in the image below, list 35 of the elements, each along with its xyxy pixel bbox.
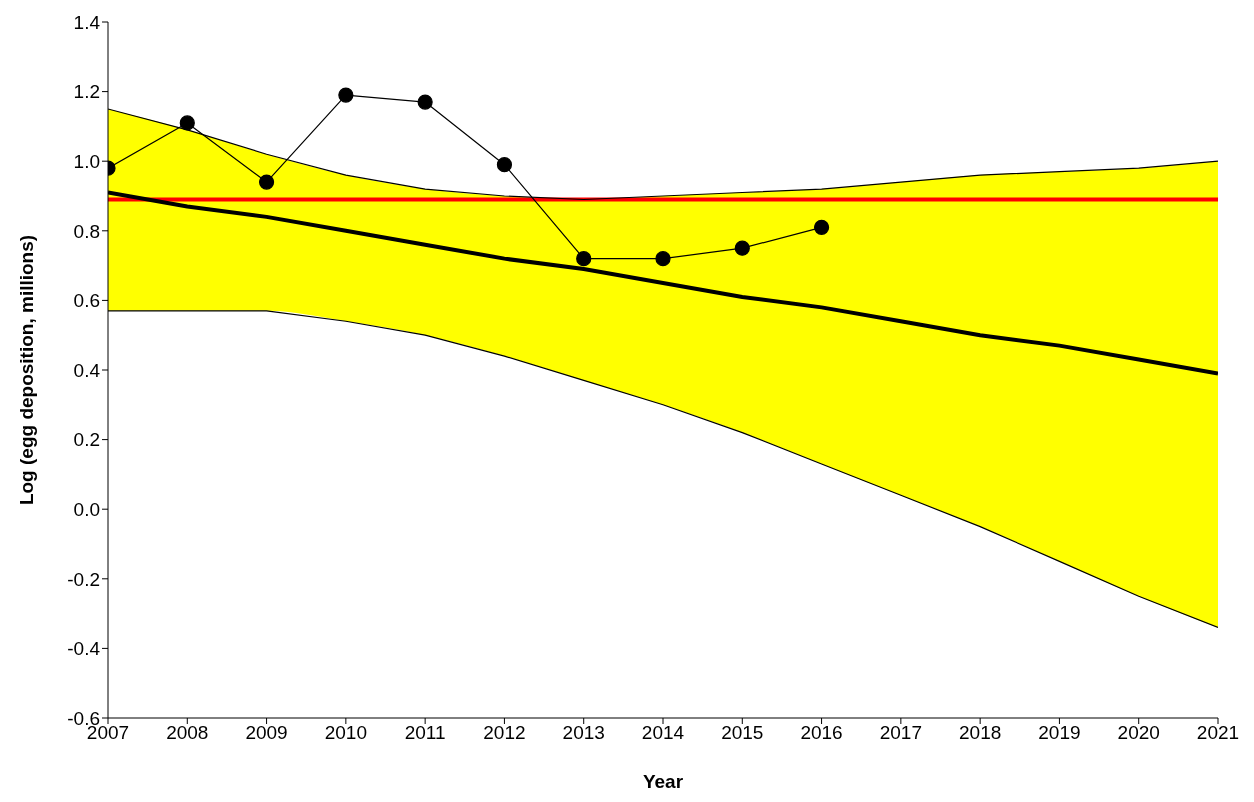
point — [417, 94, 433, 110]
x-tick-label: 2008 — [166, 722, 209, 744]
point — [338, 87, 354, 103]
x-tick-label: 2016 — [800, 722, 843, 744]
x-tick-label: 2019 — [1038, 722, 1081, 744]
y-tick-label: 0.0 — [73, 498, 100, 520]
x-axis-title: Year — [642, 771, 684, 792]
y-axis-title: Log (egg deposition, millions) — [15, 234, 37, 506]
x-tick-label: 2013 — [562, 722, 605, 744]
point — [576, 251, 592, 267]
point — [179, 115, 195, 131]
y-tick-label: 0.4 — [73, 359, 101, 381]
x-tick-label: 2017 — [879, 722, 922, 744]
point — [496, 157, 513, 173]
point — [813, 219, 830, 235]
point — [655, 251, 671, 267]
x-tick-label: 2014 — [641, 722, 685, 744]
x-tick-label: 2009 — [245, 722, 288, 744]
y-tick-label: 0.8 — [73, 220, 100, 242]
x-tick-label: 2018 — [959, 722, 1002, 744]
y-tick-label: 1.0 — [73, 150, 100, 172]
y-tick-label: 1.4 — [73, 11, 101, 33]
point — [734, 240, 750, 256]
y-tick-label: -0.2 — [67, 568, 100, 590]
x-tick-label: 2012 — [483, 722, 526, 744]
point — [258, 174, 275, 190]
y-tick-label: 0.2 — [73, 429, 100, 451]
x-tick-label: 2011 — [404, 722, 446, 744]
y-tick-label: -0.4 — [67, 638, 101, 660]
x-tick-label: 2021 — [1196, 722, 1240, 744]
y-tick-label: 0.6 — [73, 290, 100, 312]
x-tick-label: 2015 — [721, 722, 764, 744]
x-tick-label: 2010 — [324, 722, 367, 744]
x-tick-label: 2020 — [1117, 722, 1160, 744]
y-tick-label: 1.2 — [73, 81, 100, 103]
